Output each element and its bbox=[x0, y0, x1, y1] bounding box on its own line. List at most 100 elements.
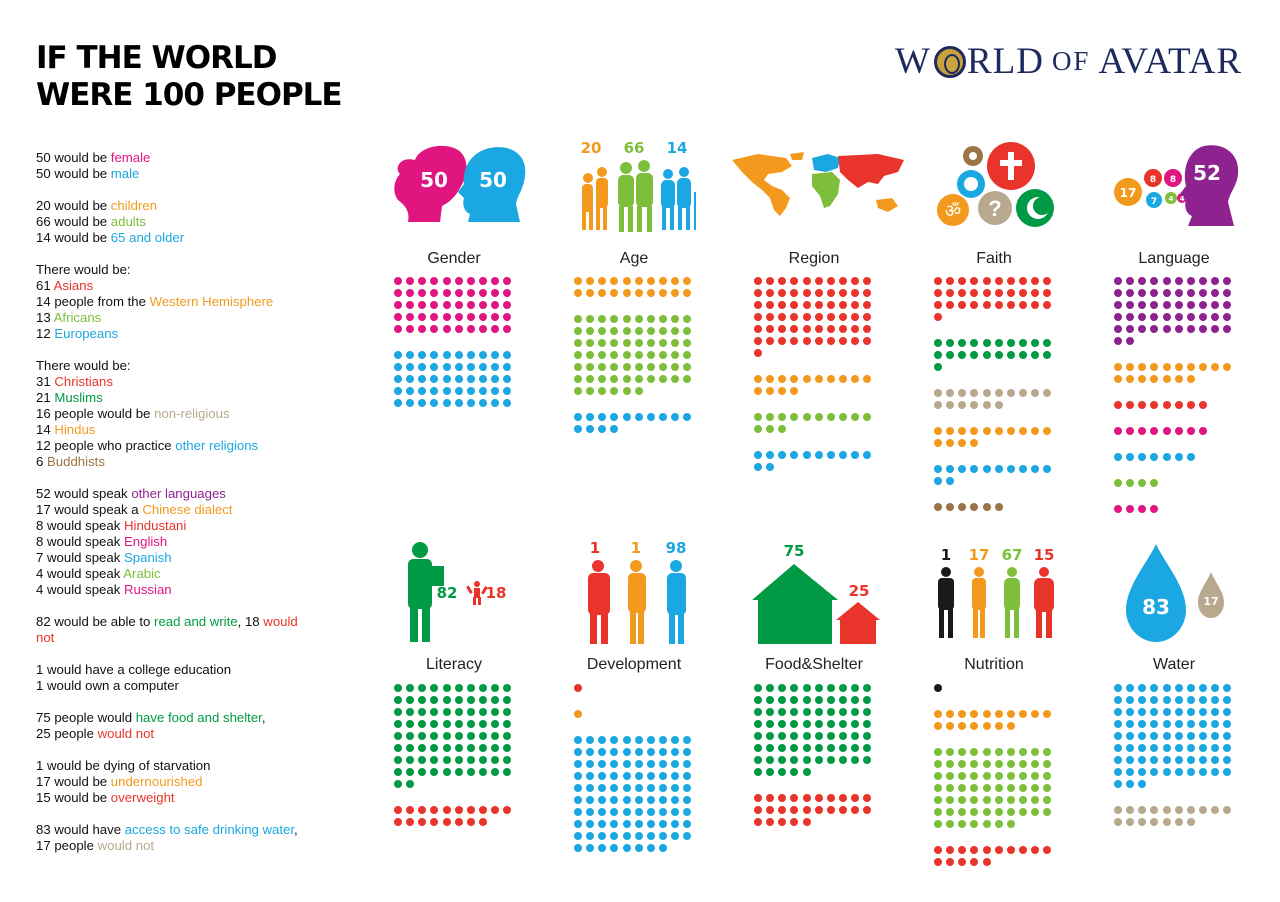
fact-highlight: would not bbox=[97, 838, 155, 853]
literate-person-icon bbox=[408, 542, 444, 642]
fact-highlight: Western Hemisphere bbox=[149, 294, 274, 309]
person-dot bbox=[802, 768, 811, 776]
person-dot bbox=[934, 846, 942, 854]
person-dot bbox=[1186, 818, 1195, 826]
person-dot bbox=[982, 760, 991, 768]
person-dot bbox=[863, 744, 872, 752]
fact-highlight: access to safe drinking water bbox=[124, 822, 295, 837]
person-dot bbox=[958, 748, 967, 756]
person-dot bbox=[958, 820, 967, 828]
gender-heads-icon: 50 50 bbox=[394, 145, 526, 222]
person-dot bbox=[994, 503, 1003, 511]
person-dot bbox=[454, 806, 463, 814]
person-dot bbox=[946, 784, 955, 792]
fact-group: 52 would speak other languages 17 would s… bbox=[36, 486, 336, 598]
person-dot bbox=[1006, 722, 1015, 730]
person-dot bbox=[1223, 313, 1232, 321]
person-dot bbox=[466, 325, 475, 333]
person-dot bbox=[1138, 684, 1147, 692]
person-dot bbox=[826, 325, 835, 333]
person-dot bbox=[1006, 796, 1015, 804]
person-dot bbox=[1006, 289, 1015, 297]
person-dot bbox=[466, 768, 475, 776]
person-dot bbox=[766, 720, 775, 728]
person-dot bbox=[934, 427, 942, 435]
person-dot bbox=[1174, 401, 1183, 409]
person-dot bbox=[454, 325, 463, 333]
person-dot bbox=[970, 846, 979, 854]
person-dot bbox=[1186, 363, 1195, 371]
person-dot bbox=[634, 289, 643, 297]
fact-group: 83 would have access to safe drinking wa… bbox=[36, 822, 336, 854]
person-dot bbox=[1114, 756, 1122, 764]
person-dot bbox=[394, 684, 402, 692]
africa-map-icon bbox=[812, 172, 840, 208]
person-dot bbox=[814, 684, 823, 692]
person-dot bbox=[1006, 277, 1015, 285]
person-dot bbox=[802, 313, 811, 321]
person-dot bbox=[634, 832, 643, 840]
person-dot bbox=[826, 744, 835, 752]
person-dot bbox=[778, 708, 787, 716]
person-dot bbox=[503, 744, 512, 752]
fact-text: 17 would speak a bbox=[36, 502, 143, 517]
person-dot bbox=[503, 351, 512, 359]
person-dot bbox=[610, 387, 619, 395]
overweight-person-icon bbox=[1034, 567, 1054, 638]
person-dot bbox=[1186, 375, 1195, 383]
person-dot bbox=[778, 337, 787, 345]
lang-label-russian: 4 bbox=[1180, 195, 1185, 203]
person-dot bbox=[491, 720, 500, 728]
person-dot bbox=[1006, 351, 1015, 359]
person-dot bbox=[430, 301, 439, 309]
person-dot bbox=[934, 477, 942, 485]
person-dot bbox=[863, 756, 872, 764]
person-dot bbox=[503, 375, 512, 383]
person-dot bbox=[1150, 375, 1159, 383]
person-dot bbox=[958, 339, 967, 347]
person-dot bbox=[646, 748, 655, 756]
panel-title-food-shelter: Food&Shelter bbox=[765, 656, 863, 673]
person-dot bbox=[934, 784, 942, 792]
person-dot bbox=[430, 399, 439, 407]
person-dot bbox=[454, 708, 463, 716]
brand-w: W bbox=[895, 41, 931, 82]
person-dot bbox=[574, 289, 582, 297]
person-dot bbox=[442, 744, 451, 752]
person-dot bbox=[851, 732, 860, 740]
person-dot bbox=[598, 820, 607, 828]
person-dot bbox=[1126, 720, 1135, 728]
person-dot bbox=[1186, 684, 1195, 692]
person-dot bbox=[646, 413, 655, 421]
person-dot bbox=[790, 289, 799, 297]
person-dot bbox=[574, 387, 582, 395]
person-dot bbox=[394, 325, 402, 333]
fact-highlight: undernourished bbox=[110, 774, 203, 789]
person-dot bbox=[442, 325, 451, 333]
person-dot bbox=[394, 780, 402, 788]
fact-line: 4 would speak Arabic bbox=[36, 566, 336, 582]
person-dot bbox=[934, 351, 942, 359]
person-dot bbox=[1174, 806, 1183, 814]
person-dot bbox=[1043, 465, 1052, 473]
person-dot bbox=[479, 696, 488, 704]
person-dot bbox=[671, 289, 680, 297]
person-dot bbox=[970, 301, 979, 309]
person-dot bbox=[970, 710, 979, 718]
fact-text: 52 would speak bbox=[36, 486, 132, 501]
person-dot bbox=[479, 399, 488, 407]
person-dot bbox=[1150, 363, 1159, 371]
fact-highlight: Buddhists bbox=[47, 454, 105, 469]
age-label-children: 20 bbox=[581, 139, 602, 157]
person-dot bbox=[1114, 732, 1122, 740]
person-dot bbox=[442, 818, 451, 826]
nutrition-label-normal: 67 bbox=[1002, 546, 1023, 564]
food-label-have: 75 bbox=[784, 542, 805, 560]
person-dot bbox=[503, 756, 512, 764]
development-people-icon: 1 1 98 bbox=[588, 539, 686, 644]
person-dot bbox=[778, 768, 787, 776]
person-dot bbox=[586, 363, 595, 371]
fact-highlight: adults bbox=[110, 214, 146, 229]
fact-text: , 18 bbox=[237, 614, 264, 629]
person-dot bbox=[754, 463, 762, 471]
